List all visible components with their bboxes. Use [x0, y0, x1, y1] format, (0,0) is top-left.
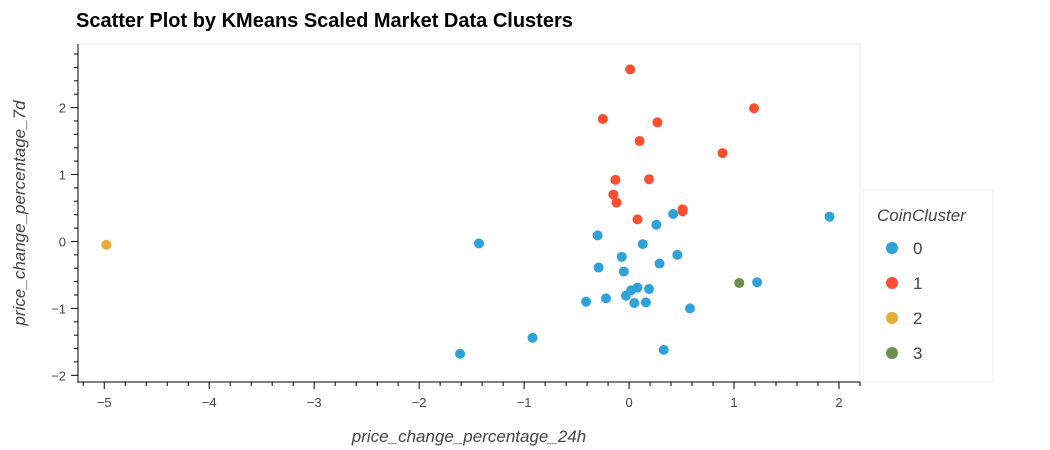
- data-points: [101, 64, 835, 359]
- y-tick-label: −2: [51, 368, 66, 383]
- scatter-point-cluster-0[interactable]: [629, 298, 640, 309]
- scatter-point-cluster-0[interactable]: [455, 348, 466, 359]
- x-tick-label: −5: [97, 395, 112, 410]
- scatter-point-cluster-1[interactable]: [608, 189, 619, 200]
- legend-box: [862, 189, 994, 383]
- y-axis-label: price_change_percentage_7d: [10, 100, 29, 327]
- scatter-point-cluster-1[interactable]: [611, 197, 622, 208]
- scatter-point-cluster-1[interactable]: [677, 206, 688, 217]
- scatter-point-cluster-0[interactable]: [581, 296, 592, 307]
- scatter-point-cluster-1[interactable]: [717, 148, 728, 159]
- scatter-point-cluster-0[interactable]: [637, 239, 648, 250]
- scatter-point-cluster-0[interactable]: [600, 293, 611, 304]
- x-tick-label: −1: [517, 395, 532, 410]
- x-tick-label: 1: [730, 395, 737, 410]
- y-tick-label: −1: [51, 301, 66, 316]
- x-tick-label: −4: [202, 395, 217, 410]
- scatter-point-cluster-1[interactable]: [625, 64, 636, 75]
- plot-area: [77, 43, 861, 383]
- scatter-point-cluster-0[interactable]: [672, 249, 683, 260]
- scatter-point-cluster-0[interactable]: [668, 209, 679, 220]
- legend: CoinCluster 0 1 2 3: [862, 189, 994, 383]
- scatter-point-cluster-2[interactable]: [101, 239, 112, 250]
- x-tick-label: −3: [307, 395, 322, 410]
- y-tick-label: 1: [59, 168, 66, 183]
- scatter-point-cluster-0[interactable]: [592, 230, 603, 241]
- scatter-point-cluster-1[interactable]: [748, 103, 759, 114]
- legend-marker-1: [886, 277, 898, 289]
- scatter-point-cluster-0[interactable]: [473, 238, 484, 249]
- scatter-point-cluster-1[interactable]: [632, 214, 643, 225]
- x-tick-label: 2: [835, 395, 842, 410]
- legend-marker-2: [886, 312, 898, 324]
- scatter-point-cluster-0[interactable]: [616, 251, 627, 262]
- x-axis-label: price_change_percentage_24h: [351, 427, 586, 446]
- scatter-point-cluster-0[interactable]: [658, 344, 669, 355]
- scatter-point-cluster-1[interactable]: [610, 174, 621, 185]
- scatter-point-cluster-0[interactable]: [684, 303, 695, 314]
- scatter-point-cluster-1[interactable]: [634, 136, 645, 147]
- legend-label-0: 0: [913, 239, 922, 258]
- legend-marker-3: [886, 347, 898, 359]
- legend-marker-0: [886, 242, 898, 254]
- scatter-point-cluster-0[interactable]: [654, 258, 665, 269]
- x-tick-label: −2: [412, 395, 427, 410]
- scatter-point-cluster-0[interactable]: [824, 211, 835, 222]
- scatter-point-cluster-1[interactable]: [644, 174, 655, 185]
- scatter-point-cluster-0[interactable]: [640, 297, 651, 308]
- scatter-point-cluster-0[interactable]: [618, 266, 629, 277]
- scatter-point-cluster-1[interactable]: [597, 113, 608, 124]
- scatter-point-cluster-0[interactable]: [593, 262, 604, 273]
- scatter-point-cluster-0[interactable]: [527, 332, 538, 343]
- legend-label-3: 3: [913, 344, 922, 363]
- scatter-point-cluster-3[interactable]: [734, 277, 745, 288]
- y-tick-label: 0: [59, 234, 66, 249]
- legend-label-1: 1: [913, 274, 922, 293]
- axes: −5 −4 −3 −2 −1 0 1 2 −2 −1 0 1 2: [51, 44, 861, 410]
- scatter-point-cluster-0[interactable]: [752, 277, 763, 288]
- scatter-point-cluster-1[interactable]: [652, 117, 663, 128]
- legend-title: CoinCluster: [877, 206, 967, 225]
- scatter-point-cluster-0[interactable]: [644, 283, 655, 294]
- legend-label-2: 2: [913, 309, 922, 328]
- y-tick-label: 2: [59, 101, 66, 116]
- scatter-point-cluster-0[interactable]: [632, 282, 643, 293]
- x-tick-label: 0: [625, 395, 632, 410]
- chart-title: Scatter Plot by KMeans Scaled Market Dat…: [76, 10, 573, 32]
- scatter-point-cluster-0[interactable]: [651, 219, 662, 230]
